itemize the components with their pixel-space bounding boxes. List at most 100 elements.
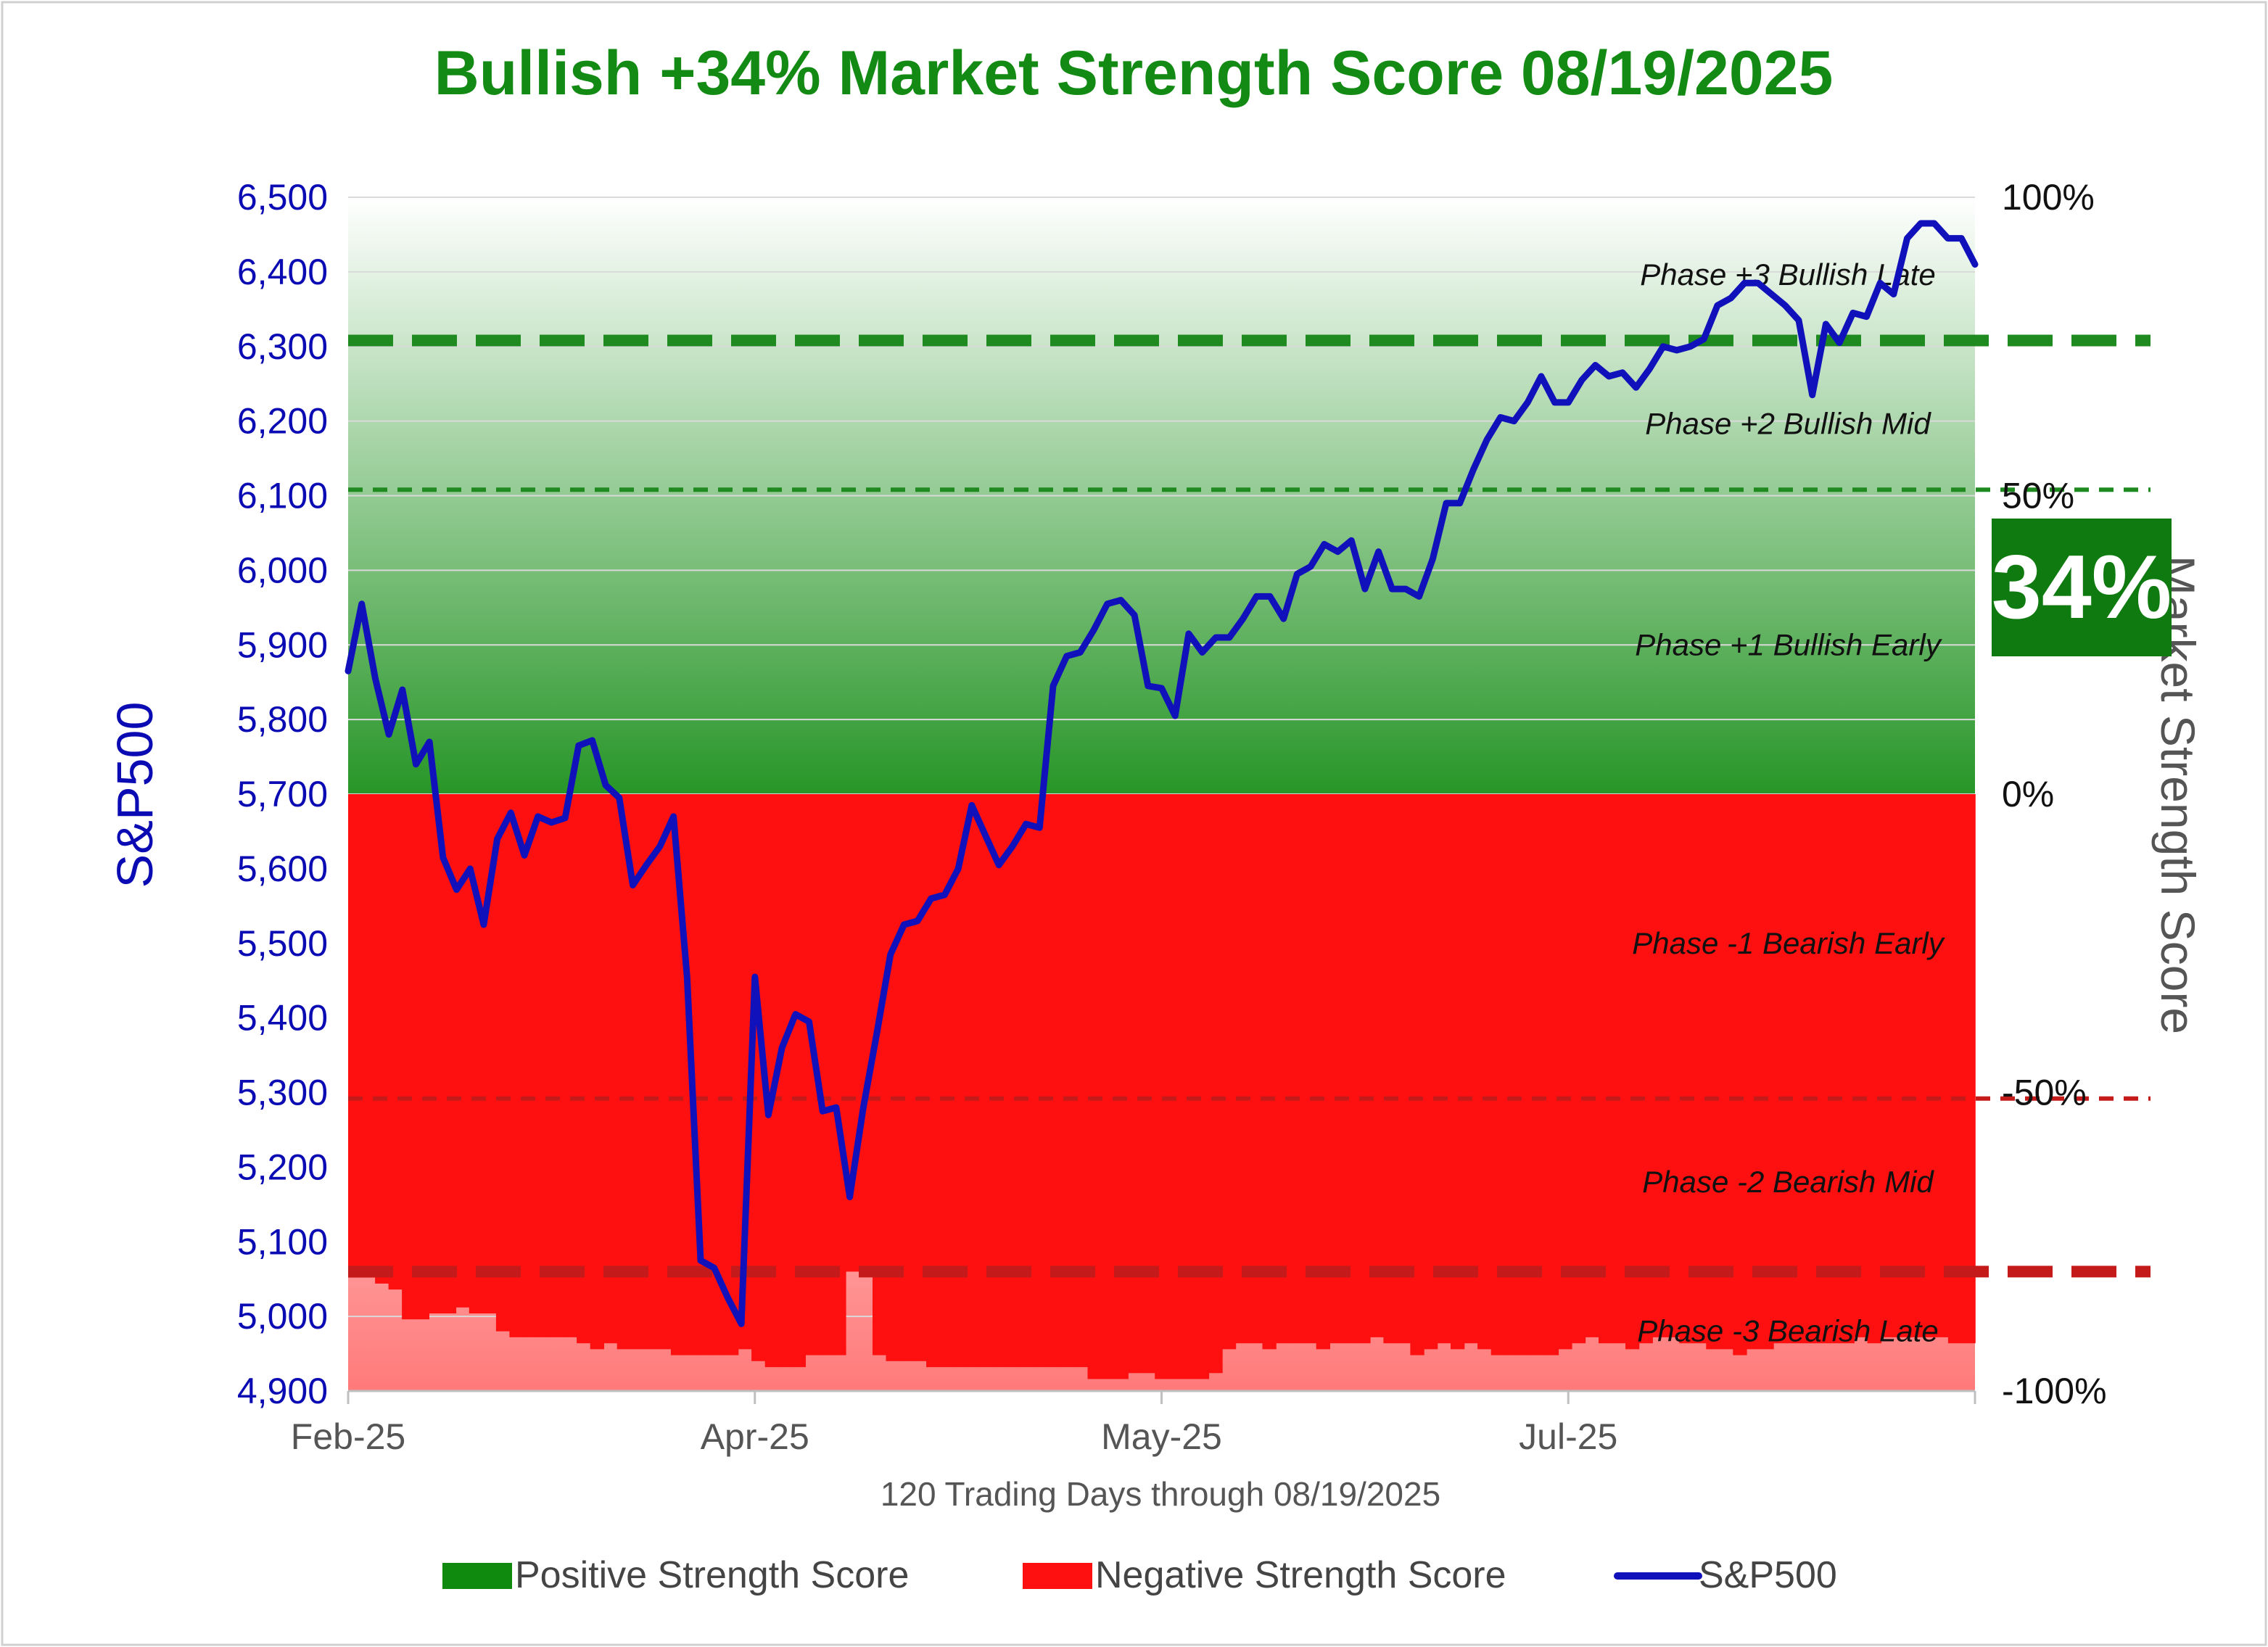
negative-strength-bar	[1585, 794, 1599, 1337]
negative-strength-bar	[630, 794, 645, 1350]
negative-strength-bar	[1087, 794, 1102, 1379]
phase-label: Phase +3 Bullish Late	[1640, 257, 1935, 292]
negative-strength-bar	[1571, 794, 1586, 1344]
negative-strength-bar	[1477, 794, 1492, 1350]
negative-strength-bar	[1410, 794, 1424, 1355]
negative-strength-bar	[1517, 794, 1532, 1355]
negative-strength-bar	[1867, 794, 1881, 1344]
legend-label: Positive Strength Score	[515, 1554, 909, 1596]
negative-strength-bar	[1329, 794, 1344, 1344]
left-axis-tick-label: 5,400	[237, 998, 328, 1039]
negative-strength-bar	[1827, 794, 1842, 1344]
x-axis: Feb-25 Apr-25 May-25 Jul-25	[291, 1390, 1976, 1457]
negative-strength-bar	[643, 794, 659, 1350]
negative-strength-bar	[1235, 794, 1250, 1344]
negative-strength-bar	[1612, 794, 1626, 1344]
negative-strength-bar	[1881, 794, 1895, 1337]
legend-swatch	[1023, 1563, 1092, 1589]
legend-swatch	[442, 1563, 512, 1589]
negative-strength-bar	[1773, 794, 1788, 1344]
negative-strength-bar	[1531, 794, 1546, 1355]
x-axis-tick-label: Feb-25	[291, 1416, 405, 1457]
negative-strength-bar	[1961, 794, 1976, 1344]
negative-strength-bar	[1854, 794, 1868, 1337]
negative-strength-bar	[926, 794, 941, 1368]
negative-strength-bar	[1343, 794, 1358, 1344]
negative-strength-bar	[899, 794, 914, 1361]
x-axis-tick-label: May-25	[1101, 1416, 1222, 1457]
legend-label: Negative Strength Score	[1095, 1554, 1506, 1596]
negative-strength-bar	[873, 794, 887, 1355]
negative-strength-bar	[1208, 794, 1223, 1374]
left-axis-tick-label: 5,100	[237, 1221, 328, 1262]
negative-strength-bar	[1034, 794, 1048, 1368]
negative-strength-bar	[805, 794, 820, 1355]
left-axis-tick-label: 5,900	[237, 624, 328, 665]
left-axis-tick-label: 4,900	[237, 1371, 328, 1411]
left-axis-tick-label: 6,000	[237, 550, 328, 590]
negative-strength-bar	[442, 794, 457, 1313]
negative-strength-bar	[455, 794, 470, 1308]
left-axis-tick-label: 5,800	[237, 699, 328, 740]
negative-strength-bar	[1786, 794, 1801, 1344]
left-axis-tick-label: 5,300	[237, 1073, 328, 1113]
negative-strength-bar	[953, 794, 968, 1368]
negative-strength-bar	[1947, 794, 1963, 1344]
negative-strength-bar	[348, 794, 363, 1278]
negative-strength-bar	[980, 794, 994, 1368]
negative-strength-bar	[1060, 794, 1075, 1368]
negative-strength-bar	[657, 794, 672, 1350]
sp500-line	[345, 220, 1979, 1327]
negative-strength-bar	[1504, 794, 1519, 1355]
negative-strength-bar	[523, 794, 537, 1337]
right-axis-tick-label: 100%	[2002, 177, 2095, 218]
negative-strength-bar	[751, 794, 766, 1361]
left-axis-tick-label: 6,300	[237, 326, 328, 367]
phase-threshold-lines	[348, 334, 2151, 1278]
left-axis-tick-label: 6,400	[237, 252, 328, 292]
phase-label: Phase +1 Bullish Early	[1635, 627, 1942, 661]
negative-strength-bar	[1168, 794, 1183, 1379]
current-score-value: 34%	[1992, 537, 2172, 637]
negative-strength-bar	[1908, 794, 1922, 1337]
negative-strength-bar	[375, 794, 389, 1284]
right-axis-tick-label: 0%	[2002, 774, 2054, 814]
negative-strength-bar	[469, 794, 484, 1313]
negative-strength-bar	[1558, 794, 1572, 1350]
negative-strength-bar	[1303, 794, 1317, 1344]
negative-strength-bar	[495, 794, 511, 1332]
negative-strength-bar	[1934, 794, 1949, 1337]
negative-strength-bar	[1665, 794, 1680, 1337]
negative-strength-bar	[859, 794, 873, 1272]
negative-strength-bar	[1638, 794, 1653, 1344]
negative-strength-bar	[603, 794, 618, 1344]
negative-strength-bar	[1625, 794, 1640, 1350]
legend: Positive Strength Score Negative Strength…	[442, 1554, 1837, 1596]
negative-strength-bar	[711, 794, 725, 1355]
negative-strength-bar	[509, 794, 524, 1337]
negative-strength-bar	[725, 794, 739, 1355]
negative-strength-bar	[361, 794, 376, 1278]
right-axis-tick-label: -50%	[2002, 1073, 2087, 1113]
negative-strength-bar	[1289, 794, 1303, 1344]
negative-strength-bar	[388, 794, 403, 1290]
negative-strength-bar	[1733, 794, 1747, 1355]
negative-strength-bar	[1221, 794, 1237, 1350]
negative-strength-bar	[617, 794, 631, 1350]
negative-strength-bar	[1101, 794, 1116, 1379]
phase-label: Phase -3 Bearish Late	[1637, 1314, 1939, 1348]
negative-strength-bar	[1652, 794, 1667, 1337]
left-axis-title: S&P500	[107, 702, 163, 888]
left-axis: 4,900 5,000 5,100 5,200 5,300 5,400 5,500 5,600…	[237, 177, 328, 1411]
negative-strength-bar	[1800, 794, 1815, 1344]
negative-strength-bar	[577, 794, 591, 1344]
negative-strength-bar	[590, 794, 604, 1350]
negative-strength-bar	[1369, 794, 1385, 1337]
negative-strength-bar	[550, 794, 564, 1337]
negative-strength-bar	[1182, 794, 1196, 1379]
negative-strength-bar	[1706, 794, 1720, 1350]
negative-strength-bar	[1383, 794, 1398, 1344]
negative-strength-bar	[939, 794, 954, 1368]
phase-label: Phase -1 Bearish Early	[1632, 926, 1946, 960]
